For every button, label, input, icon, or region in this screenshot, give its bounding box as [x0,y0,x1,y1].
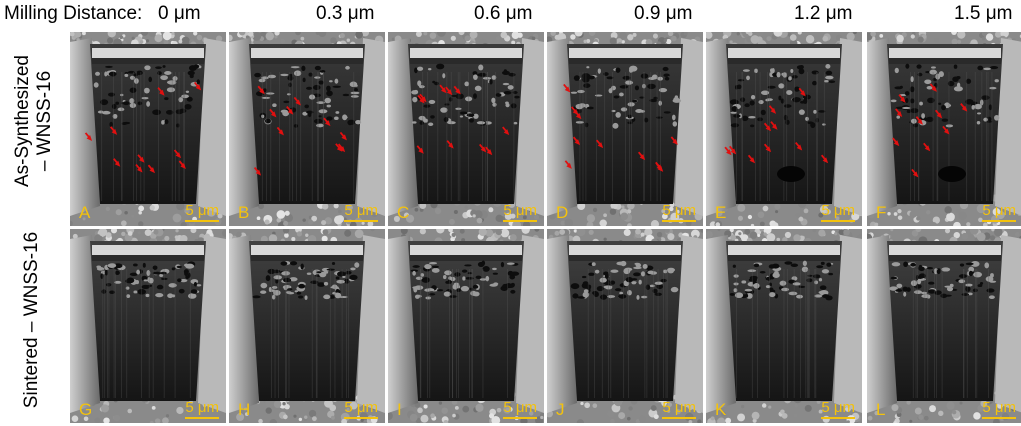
sem-image-f [867,32,1021,226]
panel-label-b: B [238,203,250,222]
sem-image-i [388,229,544,423]
scale-bar-line [185,417,219,419]
sem-image-k [706,229,862,423]
panel-label-f: F [876,203,887,222]
figure-header: Milling Distance: 0 μm 0.3 μm 0.6 μm 0.9… [0,0,1021,32]
panel-label-d: D [556,203,569,222]
scale-bar-text: 5 μm [982,202,1016,219]
sem-panel-d: D 5 μm [547,32,703,226]
distance-label-4: 0.9 μm [634,3,693,24]
scale-bar-h: 5 μm [344,400,378,419]
scale-bar-line [503,220,537,222]
distance-label-1: 0 μm [158,3,201,24]
panel-label-k: K [715,400,727,419]
scale-bar-line [821,220,855,222]
scale-bar-b: 5 μm [344,203,378,222]
sem-panel-h: H 5 μm [229,229,385,423]
distance-label-2: 0.3 μm [316,3,375,24]
row-label-as-synthesized-line2: – WNSS-16 [34,70,55,172]
panel-label-j: J [556,400,565,419]
sem-panel-g: G 5 μm [70,229,226,423]
scale-bar-text: 5 μm [344,399,378,416]
scale-bar-line [662,417,696,419]
scale-bar-text: 5 μm [662,202,696,219]
panel-label-l: L [876,400,886,419]
scale-bar-c: 5 μm [503,203,537,222]
sem-image-d [547,32,703,226]
scale-bar-f: 5 μm [982,203,1016,222]
scale-bar-text: 5 μm [185,399,219,416]
scale-bar-text: 5 μm [503,399,537,416]
scale-bar-line [344,220,378,222]
scale-bar-a: 5 μm [185,203,219,222]
sem-panel-i: I 5 μm [388,229,544,423]
distance-label-3: 0.6 μm [474,3,533,24]
sem-image-j [547,229,703,423]
sem-panel-b: B 5 μm [229,32,385,226]
sem-image-grid: A 5 μm B 5 μm C 5 μm D 5 μm E 5 μm F 5 μm G 5 μm H 5 μm… [70,32,1021,426]
panel-label-c: C [397,203,410,222]
scale-bar-line [662,220,696,222]
sem-image-e [706,32,862,226]
scale-bar-k: 5 μm [821,400,855,419]
scale-bar-i: 5 μm [503,400,537,419]
milling-distance-prefix: Milling Distance: [4,3,143,24]
row-label-as-synthesized-line1: As-Synthesized [12,55,33,188]
panel-label-e: E [715,203,727,222]
scale-bar-line [982,220,1016,222]
scale-bar-d: 5 μm [662,203,696,222]
scale-bar-text: 5 μm [662,399,696,416]
scale-bar-j: 5 μm [662,400,696,419]
row-label-as-synthesized: As-Synthesized – WNSS-16 [12,33,58,209]
row-label-sintered-line1: Sintered – WNSS-16 [21,231,42,409]
scale-bar-line [185,220,219,222]
scale-bar-text: 5 μm [344,202,378,219]
sem-image-g [70,229,226,423]
sem-panel-k: K 5 μm [706,229,862,423]
sem-panel-e: E 5 μm [706,32,862,226]
scale-bar-e: 5 μm [821,203,855,222]
distance-label-5: 1.2 μm [794,3,853,24]
scale-bar-line [503,417,537,419]
sem-panel-c: C 5 μm [388,32,544,226]
scale-bar-text: 5 μm [821,399,855,416]
scale-bar-text: 5 μm [503,202,537,219]
sem-panel-f: F 5 μm [867,32,1021,226]
sem-panel-a: A 5 μm [70,32,226,226]
scale-bar-line [344,417,378,419]
scale-bar-text: 5 μm [185,202,219,219]
sem-image-h [229,229,385,423]
sem-panel-j: J 5 μm [547,229,703,423]
scale-bar-line [982,417,1016,419]
scale-bar-text: 5 μm [821,202,855,219]
scale-bar-g: 5 μm [185,400,219,419]
sem-image-a [70,32,226,226]
panel-label-h: H [238,400,251,419]
scale-bar-line [821,417,855,419]
panel-label-i: I [397,400,402,419]
scale-bar-l: 5 μm [982,400,1016,419]
scale-bar-text: 5 μm [982,399,1016,416]
sem-image-b [229,32,385,226]
distance-label-6: 1.5 μm [954,3,1013,24]
row-label-sintered: Sintered – WNSS-16 [21,215,45,425]
sem-panel-l: L 5 μm [867,229,1021,423]
panel-label-a: A [79,203,91,222]
sem-image-l [867,229,1021,423]
panel-label-g: G [79,400,93,419]
sem-image-c [388,32,544,226]
